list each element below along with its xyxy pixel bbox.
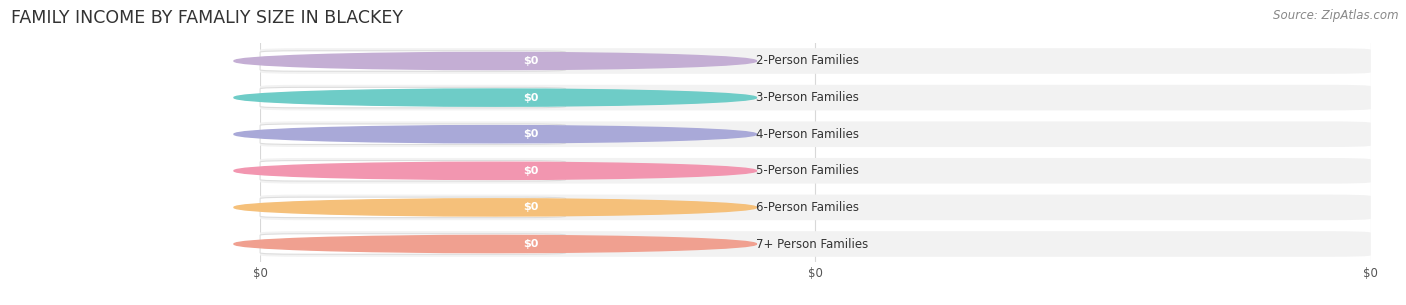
Text: $0: $0	[523, 56, 538, 66]
Circle shape	[233, 52, 756, 70]
FancyBboxPatch shape	[496, 199, 565, 216]
FancyBboxPatch shape	[260, 195, 1371, 220]
Text: Source: ZipAtlas.com: Source: ZipAtlas.com	[1274, 9, 1399, 22]
FancyBboxPatch shape	[260, 158, 1371, 184]
FancyBboxPatch shape	[260, 48, 1371, 74]
Text: 7+ Person Families: 7+ Person Families	[756, 238, 869, 250]
FancyBboxPatch shape	[496, 126, 565, 143]
FancyBboxPatch shape	[496, 89, 565, 106]
Text: $0: $0	[523, 166, 538, 176]
FancyBboxPatch shape	[260, 160, 565, 181]
Text: $0: $0	[523, 129, 538, 139]
Circle shape	[233, 89, 756, 106]
Text: 6-Person Families: 6-Person Families	[756, 201, 859, 214]
Text: 5-Person Families: 5-Person Families	[756, 164, 859, 177]
FancyBboxPatch shape	[496, 235, 565, 253]
Text: 3-Person Families: 3-Person Families	[756, 91, 859, 104]
FancyBboxPatch shape	[260, 85, 1371, 110]
Circle shape	[233, 126, 756, 143]
FancyBboxPatch shape	[260, 87, 565, 108]
FancyBboxPatch shape	[260, 234, 565, 254]
Circle shape	[233, 235, 756, 253]
Text: $0: $0	[523, 203, 538, 212]
FancyBboxPatch shape	[260, 51, 565, 71]
FancyBboxPatch shape	[496, 162, 565, 179]
FancyBboxPatch shape	[260, 124, 565, 145]
Text: $0: $0	[523, 239, 538, 249]
FancyBboxPatch shape	[260, 121, 1371, 147]
Circle shape	[233, 162, 756, 179]
FancyBboxPatch shape	[496, 52, 565, 70]
Text: $0: $0	[523, 93, 538, 102]
Text: 4-Person Families: 4-Person Families	[756, 128, 859, 141]
Text: 2-Person Families: 2-Person Families	[756, 55, 859, 67]
FancyBboxPatch shape	[260, 231, 1371, 257]
Circle shape	[233, 199, 756, 216]
FancyBboxPatch shape	[260, 197, 565, 218]
Text: FAMILY INCOME BY FAMALIY SIZE IN BLACKEY: FAMILY INCOME BY FAMALIY SIZE IN BLACKEY	[11, 9, 404, 27]
